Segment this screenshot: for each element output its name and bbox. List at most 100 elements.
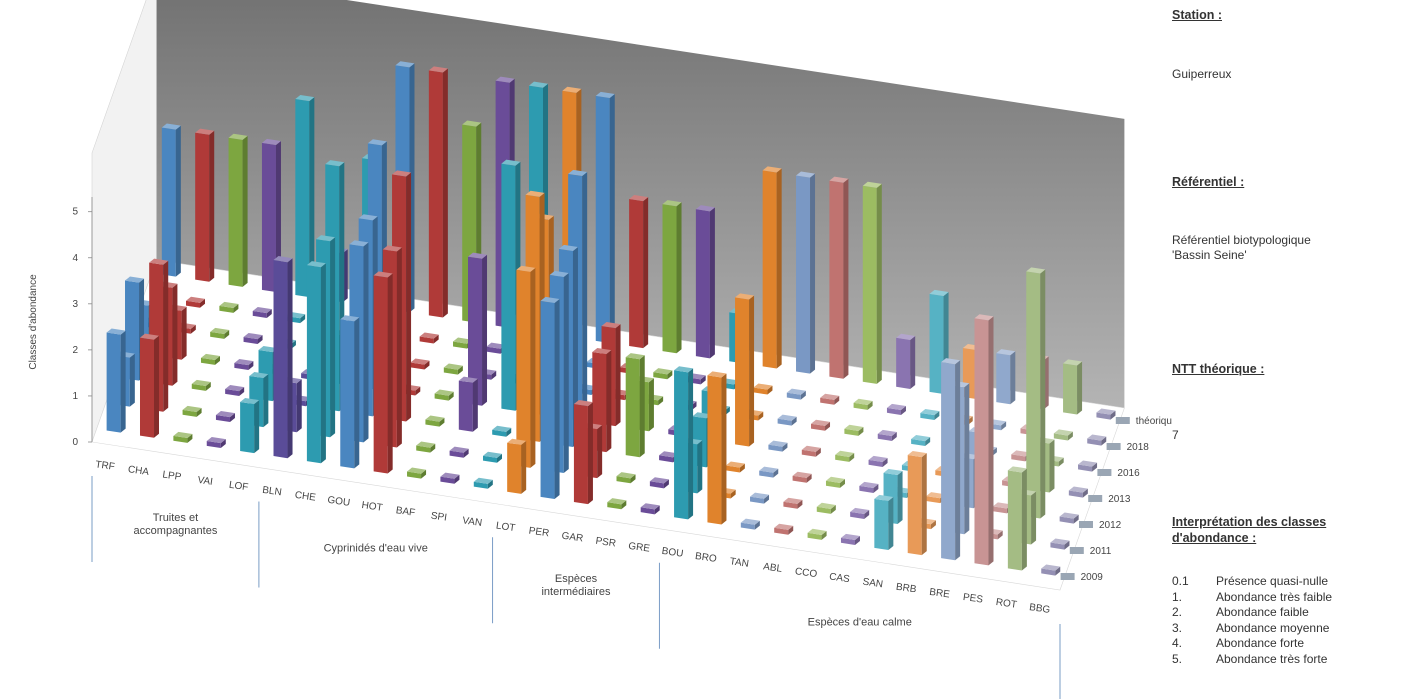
bar [735,293,755,447]
bar [996,349,1016,405]
bar [416,441,436,453]
y-axis-label: Classes d'abondance [28,274,39,370]
legend-key: 5. [1172,651,1183,666]
bar [759,466,779,478]
bar [428,66,448,318]
bar [786,388,806,400]
x-tick-label: ABL [762,561,783,575]
legend-item: 4. Abondance forte [1172,636,1332,652]
x-tick-label: ROT [995,597,1017,611]
bar [185,296,206,308]
chart-bars [106,61,1116,576]
x-tick-label: SPI [430,511,447,524]
bar [707,371,727,525]
group-label: accompagnantes [134,525,218,537]
info-panel: Station : Guiperreux Référentiel : Référ… [1172,0,1408,699]
depth-label: 2016 [1117,468,1140,479]
bar [877,429,897,441]
bar [473,477,493,489]
bar [862,181,882,384]
depth-swatch [1106,443,1121,450]
x-tick-label: CHA [127,464,150,478]
bar [762,166,782,369]
referentiel-value-line1: Référentiel biotypologique [1172,233,1311,247]
station-value: Guiperreux [1172,67,1232,81]
x-tick-label: LOF [228,480,249,494]
depth-label: théorique [1136,416,1172,427]
chart-axes: 0 1 2 3 4 5 [72,197,93,448]
bar [920,409,940,421]
bar [1041,564,1061,576]
legend-item: 2. Abondance faible [1172,605,1332,621]
depth-swatch [1079,521,1093,528]
x-tick-label: PSR [595,536,617,550]
bar [210,327,230,339]
bar [844,424,864,436]
bar [774,523,794,535]
bar [273,256,293,459]
y-tick-label: 4 [72,253,78,264]
group-label: intermédiaires [541,586,611,598]
x-tick-label: BAF [395,505,416,519]
bar [896,333,916,389]
depth-swatch [1088,495,1103,502]
bar [725,461,745,473]
legend-text: Abondance très faible [1216,589,1333,604]
y-tick-label: 1 [72,391,78,402]
bar [407,467,427,479]
bar [783,497,803,509]
bar [240,397,260,454]
depth-swatch [1115,417,1130,424]
x-tick-label: PES [962,592,984,606]
depth-label: 2009 [1081,572,1104,583]
bar [907,451,927,556]
bar [777,414,797,426]
legend-text: Abondance forte [1216,636,1305,651]
group-label: Truites et [153,512,198,524]
bar [440,472,460,484]
bar [173,431,193,443]
bar [1096,408,1116,420]
bar [649,477,669,489]
bar [161,123,181,277]
bar [443,363,463,375]
bar [640,503,660,515]
bar [886,403,906,415]
legend-key: 2. [1172,605,1183,620]
legend-key: 0.1 [1172,574,1189,588]
x-tick-label: SAN [862,577,884,591]
bar [234,358,254,370]
bar [191,379,211,391]
bar [1068,486,1088,498]
y-tick-label: 3 [72,299,78,310]
legend-key: 1. [1172,589,1183,604]
bar [625,353,645,458]
abundance-3d-bar-chart: 0 1 2 3 4 5 TRF CHA LPP VAI LOF BLN CHE GOU HOT BAF SPI… [28,0,1172,699]
bar [182,405,202,417]
bar [820,393,840,405]
bar [750,492,770,504]
x-tick-label: GAR [561,531,584,545]
x-tick-labels: TRF CHA LPP VAI LOF BLN CHE GOU HOT BAF SPI VAN LOT P… [95,459,1051,616]
referentiel-value-line2: 'Bassin Seine' [1172,248,1247,262]
x-tick-label: BOU [661,546,684,560]
interpretation-label-line2: d'abondance : [1172,531,1257,545]
x-tick-label: BRO [694,551,717,565]
bar [840,533,860,545]
legend-text: Abondance moyenne [1216,620,1330,635]
bar [829,176,849,379]
y-tick-label: 0 [72,437,78,448]
bar [243,332,263,344]
x-tick-label: BRE [929,587,951,601]
y-tick-label: 2 [72,345,78,356]
bar [801,445,821,457]
bar [468,252,488,406]
bar [195,128,215,282]
x-tick-label: GOU [327,495,351,509]
bar [853,398,873,410]
series-depth-labels: théorique 2018 2016 2013 2012 2011 2009 [1060,416,1172,583]
bar [607,498,627,510]
depth-swatch [1069,547,1084,554]
bar [850,507,870,519]
